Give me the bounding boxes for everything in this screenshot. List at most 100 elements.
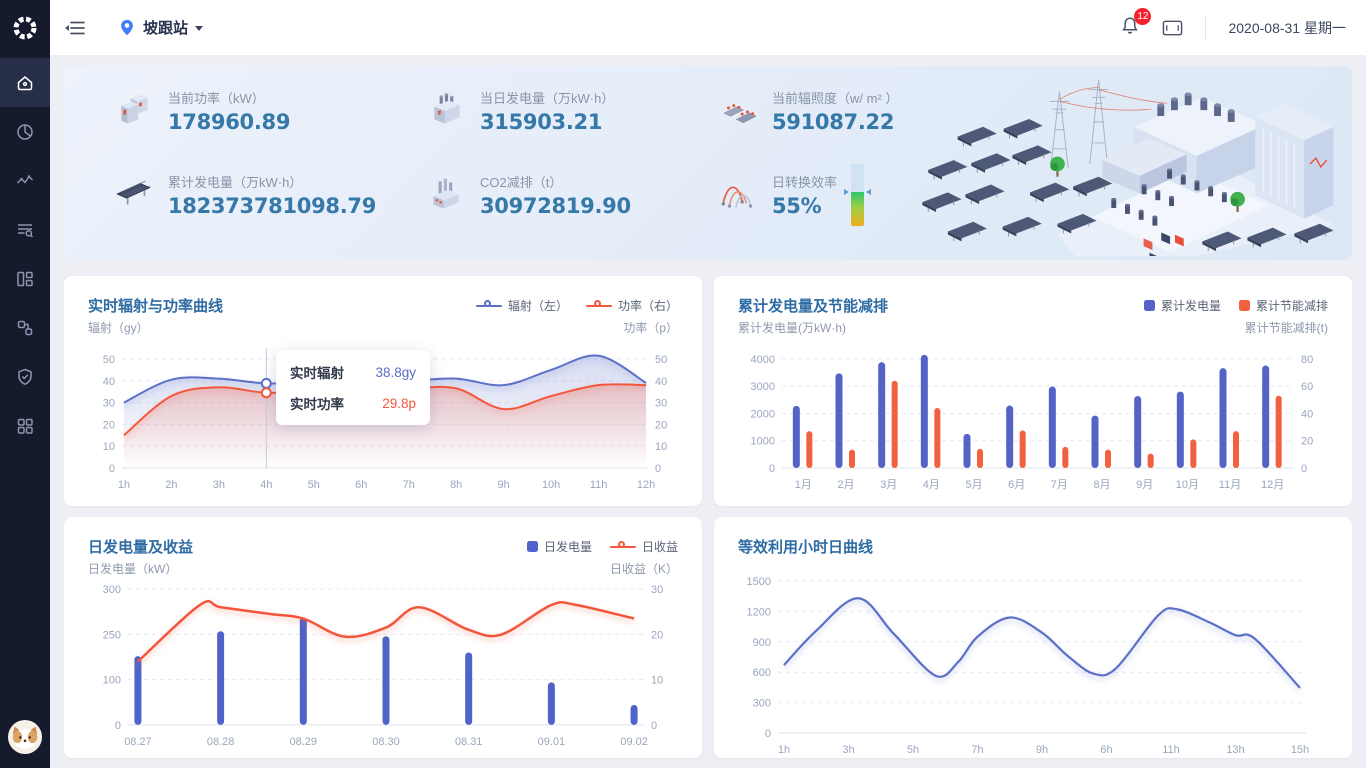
stat-value: 315903.21 (480, 110, 603, 134)
stat-cumulative-generation: 累计发电量（万kW·h） 182373781098.79 (114, 164, 426, 226)
sidebar-item-devices[interactable] (0, 254, 50, 303)
svg-text:7h: 7h (971, 744, 983, 756)
legend-power[interactable]: 功率（右） (585, 297, 678, 314)
transformer-icon (434, 93, 460, 124)
tooltip-label: 实时辐射 (290, 366, 344, 381)
y-left-unit: 日发电量（kW） (88, 561, 178, 576)
legend-radiation[interactable]: 辐射（左） (475, 297, 568, 314)
topbar-right: 12 2020-08-31 星期一 (1120, 7, 1346, 41)
layout-columns-icon (17, 271, 33, 286)
svg-text:1月: 1月 (795, 479, 812, 491)
legend-label: 辐射（左） (507, 298, 568, 313)
square-marker-icon (526, 540, 538, 552)
legend-cumulative-saving[interactable]: 累计节能减排 (1238, 297, 1328, 314)
stat-current-power: 当前功率（kW） 178960.89 (114, 88, 426, 134)
equivalent-hours-chart[interactable]: 0 300 600 900 1200 1500 1h 3h 5h 7h 9h 6h 11h 13h 15h (738, 571, 1328, 757)
svg-text:0: 0 (769, 463, 775, 475)
chevron-down-icon (195, 26, 204, 31)
user-avatar[interactable] (8, 720, 42, 754)
svg-text:5h: 5h (907, 744, 919, 756)
y-right-unit: 功率（p） (623, 320, 678, 335)
svg-text:10月: 10月 (1176, 479, 1199, 491)
sidebar-item-analytics[interactable] (0, 107, 50, 156)
daily-yield-chart[interactable]: 0 0 100 10 250 20 300 30 08.27 08.28 08.29 08.30 08.… (88, 581, 678, 749)
current-date: 2020-08-31 星期一 (1228, 19, 1346, 36)
list-search-icon (18, 223, 34, 238)
legend-label: 功率（右） (617, 298, 678, 313)
sidebar-item-security[interactable] (0, 352, 50, 401)
gauge-marker-right (866, 189, 872, 196)
sidebar-item-topology[interactable] (0, 303, 50, 352)
svg-text:50: 50 (103, 354, 115, 366)
svg-text:7h: 7h (403, 479, 415, 491)
sidebar-item-home[interactable] (0, 58, 50, 107)
svg-text:1h: 1h (118, 479, 130, 491)
stat-value: 55% (772, 194, 822, 218)
svg-text:0: 0 (109, 463, 115, 475)
line-circle-marker-icon (585, 300, 612, 310)
chart-title: 日发电量及收益 (88, 538, 194, 556)
stat-label: 当日发电量（万kW·h） (480, 91, 615, 106)
legend-cumulative-generation[interactable]: 累计发电量 (1143, 297, 1221, 314)
svg-text:30: 30 (651, 584, 663, 596)
chart-legend: 辐射（左） 功率（右） (475, 297, 678, 314)
svg-text:80: 80 (1301, 354, 1313, 366)
svg-text:10: 10 (651, 675, 663, 687)
svg-text:09.01: 09.01 (538, 736, 565, 748)
legend-label: 日收益 (641, 539, 678, 554)
legend-label: 日发电量 (543, 539, 592, 554)
svg-text:4000: 4000 (751, 354, 775, 366)
svg-text:1500: 1500 (747, 576, 771, 588)
svg-text:9月: 9月 (1136, 479, 1153, 491)
card-equivalent-hours: 等效利用小时日曲线 0 300 600 900 1200 1500 1h 3h 5h 7h 9h 6h… (714, 517, 1352, 758)
stat-value: 178960.89 (168, 110, 291, 134)
chart-title: 累计发电量及节能减排 (738, 297, 889, 315)
svg-text:0: 0 (1301, 463, 1307, 475)
tooltip-label: 实时功率 (290, 397, 344, 412)
share-nodes-icon (17, 320, 33, 335)
svg-text:8h: 8h (450, 479, 462, 491)
notification-badge: 12 (1134, 7, 1152, 25)
gear-logo-icon (13, 16, 37, 40)
gauge-marker-left (844, 189, 850, 196)
sidebar-item-reports[interactable] (0, 205, 50, 254)
chart-tooltip: 实时辐射 38.8gy 实时功率 29.8p (276, 350, 430, 425)
svg-text:900: 900 (753, 637, 771, 649)
legend-daily-income[interactable]: 日收益 (609, 538, 678, 555)
stat-value: 182373781098.79 (168, 194, 377, 218)
sidebar (0, 0, 50, 768)
solar-panel-icon (116, 180, 151, 205)
svg-text:10: 10 (103, 441, 115, 453)
svg-text:3000: 3000 (751, 381, 775, 393)
app-logo[interactable] (0, 0, 50, 56)
plant-illustration (922, 79, 1334, 256)
sidebar-item-monitoring[interactable] (0, 156, 50, 205)
menu-fold-button[interactable] (64, 17, 90, 39)
svg-text:300: 300 (103, 584, 121, 596)
fullscreen-icon (1163, 20, 1183, 35)
stat-conversion-efficiency: 日转换效率 55% (718, 164, 986, 226)
y-left-unit: 累计发电量(万kW·h) (738, 320, 846, 335)
svg-text:5h: 5h (308, 479, 320, 491)
cumulative-chart[interactable]: 0 0 1000 20 2000 40 3000 60 4000 80 1月 2月 3月 4月 5月 6月 7月… (738, 340, 1328, 492)
radiation-power-chart[interactable]: 0 0 10 10 20 20 30 30 40 40 50 50 1h 2h 3h 4h 5h 6h 7h 8h 9h… (88, 340, 678, 492)
svg-text:08.28: 08.28 (207, 736, 234, 748)
bell-icon (1122, 17, 1139, 34)
card-daily-yield: 日发电量及收益 日发电量 日收益 (64, 517, 702, 758)
svg-text:12月: 12月 (1261, 479, 1284, 491)
efficiency-gauge (844, 164, 872, 226)
activity-icon (16, 174, 34, 184)
sidebar-item-apps[interactable] (0, 401, 50, 450)
fullscreen-button[interactable] (1162, 19, 1183, 37)
notifications-button[interactable]: 12 (1120, 7, 1152, 41)
svg-text:1h: 1h (778, 744, 790, 756)
station-selector[interactable]: 坡跟站 (118, 17, 204, 38)
legend-daily-generation[interactable]: 日发电量 (526, 538, 592, 555)
factory-icon (433, 178, 459, 209)
svg-text:100: 100 (103, 675, 121, 687)
svg-text:3h: 3h (213, 479, 225, 491)
kpi-panel: 当前功率（kW） 178960.89 (64, 66, 1352, 260)
location-pin-icon (121, 19, 133, 36)
grid-icon (17, 418, 33, 434)
svg-text:08.29: 08.29 (290, 736, 317, 748)
